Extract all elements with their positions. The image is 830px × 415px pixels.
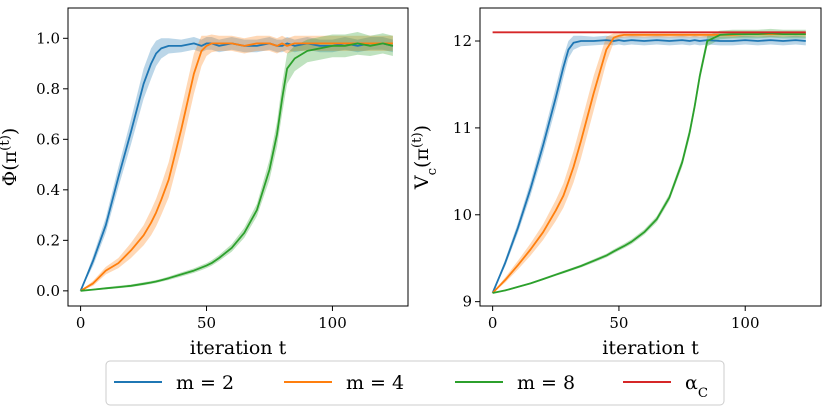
band-series-1	[492, 35, 806, 294]
x-axis-label: iteration t	[190, 337, 287, 359]
y-tick-label: 11	[453, 119, 472, 137]
x-tick-label: 0	[488, 314, 498, 332]
chart-panel-1: 0 50 100 0.0 0.2 0.4 0.6 0.8 1.0 iteration t Φ(π(t…	[0, 7, 409, 359]
y-tick-label: 0.2	[36, 231, 60, 249]
axes-frame	[67, 7, 409, 307]
band-series-2	[80, 34, 393, 291]
line-series-2	[80, 42, 393, 292]
x-tick-label: 0	[76, 314, 86, 332]
legend-frame	[105, 360, 725, 406]
y-tick-label: 1.0	[36, 29, 60, 47]
y-axis-label: Vc(π(t))	[410, 125, 440, 190]
y-tick-label: 0.0	[36, 282, 60, 300]
y-tick-label: 9	[462, 293, 472, 311]
x-tick-label: 50	[609, 314, 628, 332]
band-series-3	[80, 32, 393, 291]
x-tick-label: 50	[197, 314, 216, 332]
plot-area	[491, 28, 806, 294]
y-tick-label: 12	[453, 32, 472, 50]
line-series-1	[491, 39, 806, 294]
y-tick-label: 10	[453, 206, 472, 224]
legend-label-1: m = 2	[176, 372, 234, 394]
axes-frame	[479, 7, 822, 307]
y-tick-label: 0.4	[36, 181, 60, 199]
legend-label-4: αC	[685, 372, 708, 401]
plot-area	[79, 32, 394, 292]
line-series-3	[492, 32, 806, 294]
x-tick-label: 100	[318, 314, 347, 332]
legend: m = 2 m = 4 m = 8 αC	[105, 360, 725, 406]
line-series-3	[80, 42, 394, 292]
x-tick-label: 100	[731, 314, 760, 332]
x-axis-label: iteration t	[602, 337, 699, 359]
legend-label-3: m = 8	[517, 372, 575, 394]
y-tick-label: 0.8	[36, 80, 60, 98]
chart-panel-2: 0 50 100 9 10 11 12 iteration t Vc(π(t))	[410, 7, 822, 359]
y-axis-label: Φ(π(t))	[0, 128, 21, 187]
legend-label-2: m = 4	[346, 372, 404, 394]
y-tick-label: 0.6	[36, 130, 60, 148]
